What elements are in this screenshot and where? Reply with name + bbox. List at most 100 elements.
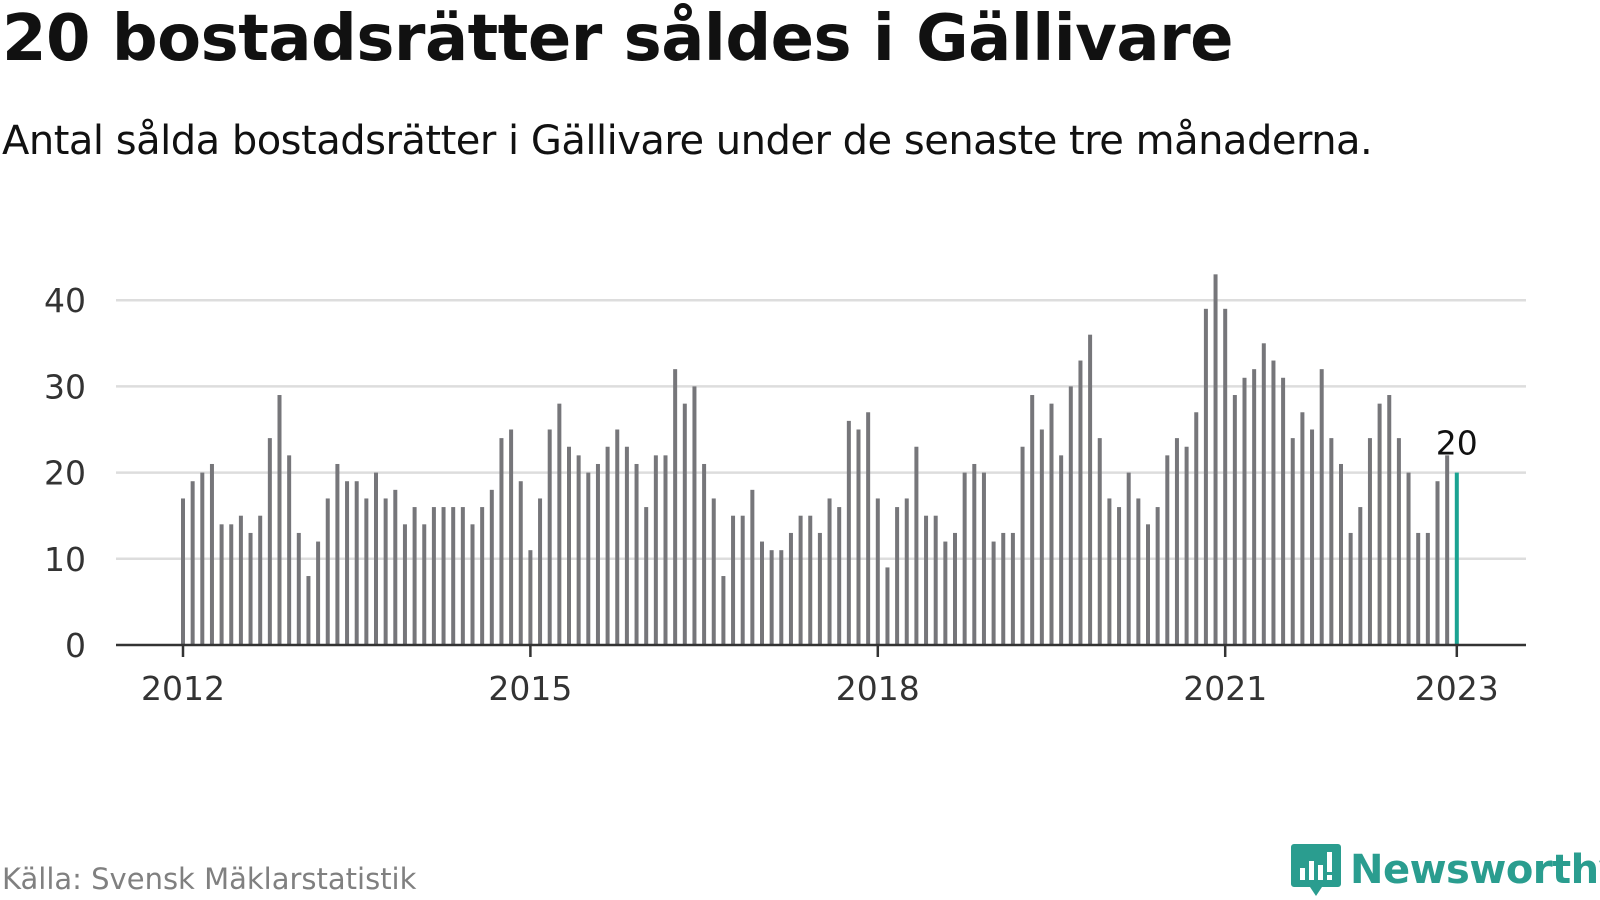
bar [711, 498, 716, 645]
y-tick-label: 30 [44, 367, 86, 406]
bar [1435, 481, 1440, 645]
bar [576, 455, 581, 645]
bar [1290, 438, 1295, 645]
bar [190, 481, 195, 645]
bar [644, 507, 649, 645]
bar [682, 403, 687, 645]
bar [1358, 507, 1363, 645]
bar [480, 507, 485, 645]
bar [412, 507, 417, 645]
bar [1203, 308, 1208, 645]
bar [914, 446, 919, 645]
bar [296, 532, 301, 645]
bar [866, 412, 871, 645]
bar [200, 472, 205, 645]
x-tick-label: 2021 [1183, 669, 1267, 708]
newsworthy-icon [1291, 844, 1341, 896]
y-tick-label: 10 [44, 540, 86, 579]
x-tick-label: 2018 [836, 669, 920, 708]
bar [1329, 438, 1334, 645]
bar [1049, 403, 1054, 645]
bar [943, 541, 948, 645]
bar [1088, 334, 1093, 645]
bar [1339, 463, 1343, 645]
bar [460, 507, 465, 645]
bar [1001, 532, 1006, 645]
bar [538, 498, 543, 645]
bar [1020, 446, 1025, 645]
bar [557, 403, 562, 645]
bar [624, 446, 629, 645]
bar [1039, 429, 1044, 645]
bar [209, 463, 214, 645]
bar [335, 463, 340, 645]
bar [219, 524, 224, 645]
bar [1387, 395, 1392, 645]
bar [1377, 403, 1382, 645]
bar [1030, 395, 1035, 645]
bar [1319, 369, 1324, 645]
bar [1165, 455, 1170, 645]
bar [962, 472, 967, 645]
bar [509, 429, 514, 645]
bar [615, 429, 620, 645]
bar [721, 576, 726, 645]
bar [1271, 360, 1276, 645]
bar [702, 463, 707, 645]
annotations: 20 [1436, 424, 1478, 463]
bar [904, 498, 909, 645]
bar [354, 481, 359, 645]
bar [374, 472, 378, 645]
bar [1281, 377, 1286, 645]
bar [248, 532, 253, 645]
bar [499, 438, 504, 645]
bar [489, 489, 494, 645]
bar [692, 386, 697, 645]
bar [827, 498, 832, 645]
bar [528, 550, 533, 645]
bar [277, 395, 282, 645]
bar [325, 498, 330, 645]
bar [1242, 377, 1247, 645]
source-note: Källa: Svensk Mäklarstatistik [2, 862, 417, 896]
bar [287, 455, 292, 645]
bar [846, 420, 851, 645]
bar [605, 446, 610, 645]
bar [1261, 343, 1266, 645]
bar [981, 472, 986, 645]
bar [1010, 532, 1015, 645]
bar [924, 515, 929, 645]
bar [634, 463, 639, 645]
bar [441, 507, 446, 645]
bar [451, 507, 456, 645]
bar [875, 498, 880, 645]
bar [470, 524, 475, 645]
bar [1416, 532, 1421, 645]
bar [895, 507, 900, 645]
bar [760, 541, 764, 645]
bar [1155, 507, 1160, 645]
bar [1348, 532, 1353, 645]
bar [817, 532, 822, 645]
bar [1174, 438, 1179, 645]
bar [740, 515, 745, 645]
bar [1300, 412, 1305, 645]
bar [1425, 532, 1430, 645]
bar [586, 472, 591, 645]
x-tick-labels: 2012 2015 2018 2021 2023 [141, 645, 1499, 708]
brand-name: Newsworthy [1350, 847, 1600, 893]
bar [547, 429, 552, 645]
bar [518, 481, 523, 645]
bar [933, 515, 938, 645]
bar [856, 429, 861, 645]
bars [181, 274, 1459, 645]
chart-title: 20 bostadsrätter såldes i Gällivare [2, 2, 1234, 76]
bar [731, 515, 736, 645]
value-annotation: 20 [1436, 424, 1478, 463]
bar [383, 498, 388, 645]
bar [808, 515, 813, 645]
bar [1146, 524, 1150, 645]
bar [238, 515, 243, 645]
bar [1232, 395, 1237, 645]
